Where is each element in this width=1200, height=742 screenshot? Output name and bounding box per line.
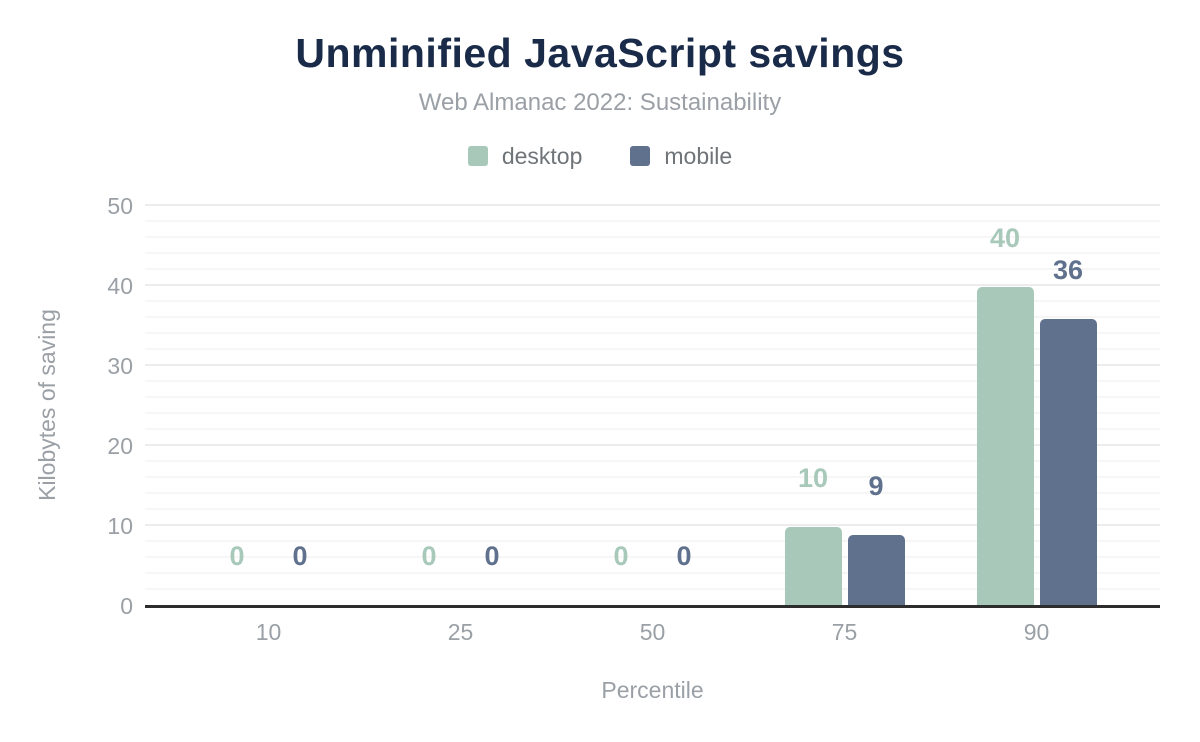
y-tick-20: 20: [107, 433, 133, 459]
bar-desktop-p75[interactable]: [784, 527, 842, 605]
gridline-minor: [145, 572, 1160, 574]
chart-title: Unminified JavaScript savings: [295, 30, 905, 76]
data-label-mobile-p10: 0: [292, 541, 308, 571]
legend-swatch-mobile: [630, 146, 651, 166]
legend-item-mobile[interactable]: mobile: [630, 143, 732, 170]
gridline-major: [145, 364, 1160, 366]
x-tick-50: 50: [639, 619, 666, 645]
legend-item-desktop[interactable]: desktop: [467, 142, 583, 170]
gridline-minor: [145, 476, 1160, 478]
x-tick-75: 75: [831, 619, 858, 645]
gridline-minor: [145, 508, 1160, 510]
x-tick-10: 10: [255, 619, 282, 645]
legend-label: desktop: [501, 142, 583, 169]
y-tick-50: 50: [107, 193, 133, 219]
x-tick-25: 25: [447, 619, 474, 645]
data-label-desktop-p25: 0: [421, 541, 437, 571]
gridline-minor: [145, 588, 1160, 590]
gridline-minor: [145, 396, 1160, 398]
y-axis-title: Kilobytes of saving: [34, 309, 60, 501]
data-label-mobile-p50: 0: [676, 541, 692, 571]
gridline-minor: [145, 540, 1160, 542]
gridline-minor: [145, 236, 1160, 238]
gridline-major: [145, 204, 1160, 206]
y-tick-0: 0: [120, 593, 133, 619]
data-label-mobile-p90: 36: [1052, 255, 1084, 285]
gridline-major: [145, 284, 1160, 286]
bar-mobile-p75[interactable]: [847, 535, 905, 605]
gridline-minor: [145, 380, 1160, 382]
gridline-minor: [145, 412, 1160, 414]
data-label-desktop-p75: 10: [797, 463, 829, 493]
gridline-minor: [145, 268, 1160, 270]
bar-desktop-p90[interactable]: [976, 287, 1034, 605]
gridline-minor: [145, 252, 1160, 254]
data-label-desktop-p90: 40: [989, 223, 1021, 253]
gridline-minor: [145, 460, 1160, 462]
legend: desktop mobile: [0, 142, 1200, 170]
data-label-mobile-p75: 9: [868, 471, 884, 501]
bar-mobile-p90[interactable]: [1039, 319, 1097, 605]
data-label-desktop-p50: 0: [613, 541, 629, 571]
gridline-minor: [145, 428, 1160, 430]
gridline-minor: [145, 220, 1160, 222]
y-tick-30: 30: [107, 353, 133, 379]
gridline-major: [145, 444, 1160, 446]
legend-swatch-desktop: [467, 146, 488, 166]
y-tick-10: 10: [107, 513, 133, 539]
x-tick-90: 90: [1023, 619, 1050, 645]
gridline-minor: [145, 332, 1160, 334]
y-tick-40: 40: [107, 273, 133, 299]
gridline-minor: [145, 348, 1160, 350]
gridline-minor: [145, 316, 1160, 318]
data-label-desktop-p10: 0: [229, 541, 245, 571]
gridline-major: [145, 524, 1160, 526]
gridline-minor: [145, 300, 1160, 302]
legend-label: mobile: [664, 142, 733, 169]
plot-area: 0 0 0 10 40 0 0 0 9 36: [145, 204, 1160, 608]
x-axis-title: Percentile: [601, 677, 704, 703]
gridline-minor: [145, 556, 1160, 558]
chart-subtitle: Web Almanac 2022: Sustainability: [418, 89, 782, 116]
data-label-mobile-p25: 0: [484, 541, 500, 571]
gridline-minor: [145, 492, 1160, 494]
